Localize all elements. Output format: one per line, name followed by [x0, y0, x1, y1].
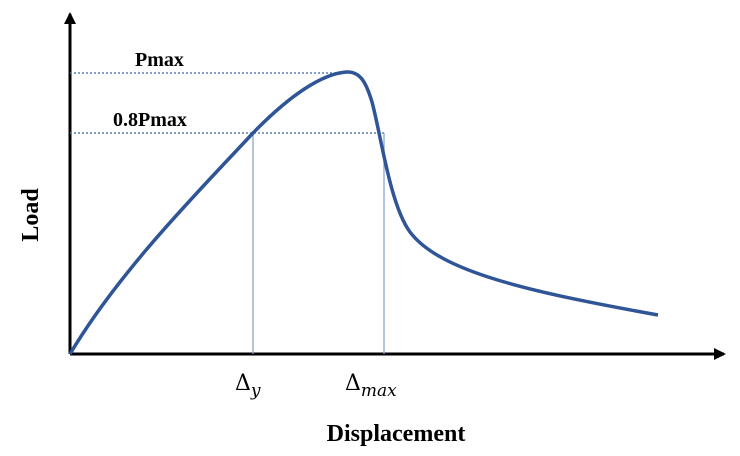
delta-subscript: max: [361, 381, 397, 401]
x-axis-label: Displacement: [327, 421, 466, 447]
yield-label: 0.8Pmax: [113, 109, 187, 131]
delta-max: Δmax: [345, 371, 397, 401]
delta-symbol: Δ: [235, 371, 251, 396]
y-axis-label: Load: [18, 188, 44, 242]
delta-y: Δy: [235, 371, 261, 401]
delta-subscript: y: [250, 381, 261, 401]
delta-symbol: Δ: [345, 371, 361, 396]
peak-label: Pmax: [135, 49, 184, 71]
load-curve: [68, 70, 659, 355]
